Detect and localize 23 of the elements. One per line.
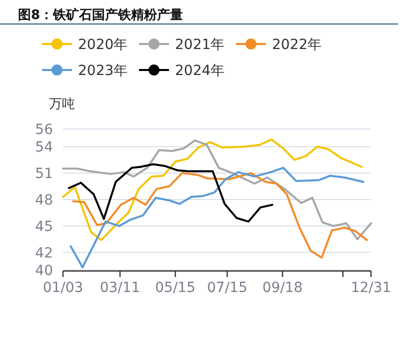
y-tick-label: 56 — [35, 122, 54, 138]
y-tick-label: 40 — [35, 263, 53, 279]
x-tick-label: 05/15 — [155, 280, 196, 296]
x-tick-label: 01/03 — [42, 280, 84, 296]
y-tick-label: 48 — [35, 192, 53, 208]
line-series — [72, 172, 368, 259]
legend-label: 2020年 — [78, 37, 128, 53]
y-axis-title: 万吨 — [49, 97, 75, 112]
legend-label: 2023年 — [78, 63, 128, 79]
y-tick-label: 45 — [35, 218, 53, 235]
x-tick-label: 03/11 — [100, 280, 140, 296]
chart-title: 图8：铁矿石国产铁精粉产量 — [18, 7, 184, 23]
legend-label: 2022年 — [272, 37, 322, 53]
y-tick-label: 54 — [35, 140, 54, 156]
legend-label: 2021年 — [175, 37, 225, 53]
line-series — [70, 166, 364, 268]
legend-label: 2024年 — [175, 63, 225, 79]
x-tick-label: 12/31 — [350, 280, 392, 296]
x-tick-label: 09/18 — [262, 280, 303, 296]
y-tick-label: 42 — [35, 245, 53, 262]
y-tick-label: 51 — [35, 166, 53, 182]
line-series — [68, 163, 274, 223]
x-tick-label: 07/15 — [207, 280, 248, 296]
